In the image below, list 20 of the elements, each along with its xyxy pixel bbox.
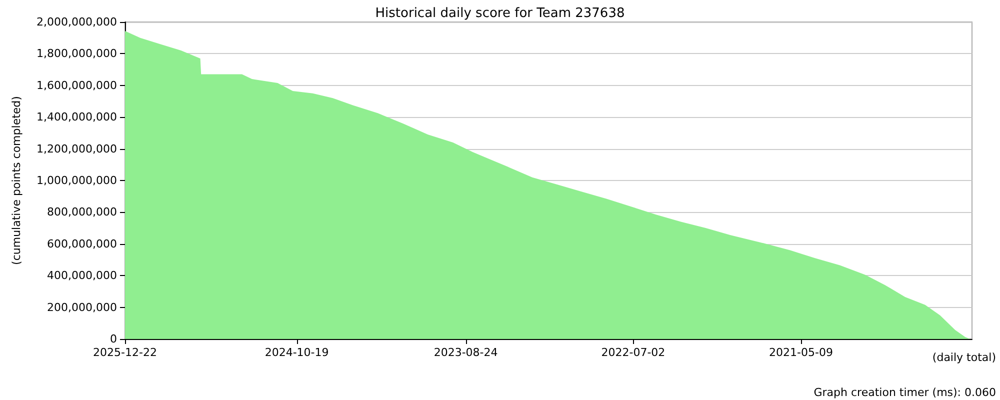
y-tick-label: 0 bbox=[110, 332, 117, 346]
x-tick-label: 2023-08-24 bbox=[434, 346, 498, 359]
text: Graph creation timer (ms): 0.060 bbox=[814, 386, 996, 399]
x-tick-label: 2025-12-22 bbox=[93, 346, 157, 359]
x-tick-label: 2021-05-09 bbox=[769, 346, 833, 359]
x-tick-label: 2022-07-02 bbox=[601, 346, 666, 359]
y-tick-label: 1,400,000,000 bbox=[36, 110, 117, 124]
y-axis-title: (cumulative points completed) bbox=[10, 96, 23, 265]
y-tick-label: 200,000,000 bbox=[47, 300, 117, 314]
y-tick-label: 800,000,000 bbox=[47, 206, 117, 219]
y-tick-label: 1,600,000,000 bbox=[36, 78, 117, 92]
y-tick-label: 400,000,000 bbox=[47, 269, 117, 282]
x-axis-title: (daily total) bbox=[932, 351, 996, 364]
y-tick-label: 1,200,000,000 bbox=[36, 142, 117, 156]
y-tick-label: 1,800,000,000 bbox=[36, 47, 117, 60]
chart-title: Historical daily score for Team 237638 bbox=[375, 6, 625, 21]
x-tick-label: 2024-10-19 bbox=[264, 346, 329, 359]
y-tick-label: 1,000,000,000 bbox=[36, 174, 117, 187]
y-tick-label: 2,000,000,000 bbox=[36, 16, 117, 28]
y-tick-label: 600,000,000 bbox=[47, 237, 117, 250]
